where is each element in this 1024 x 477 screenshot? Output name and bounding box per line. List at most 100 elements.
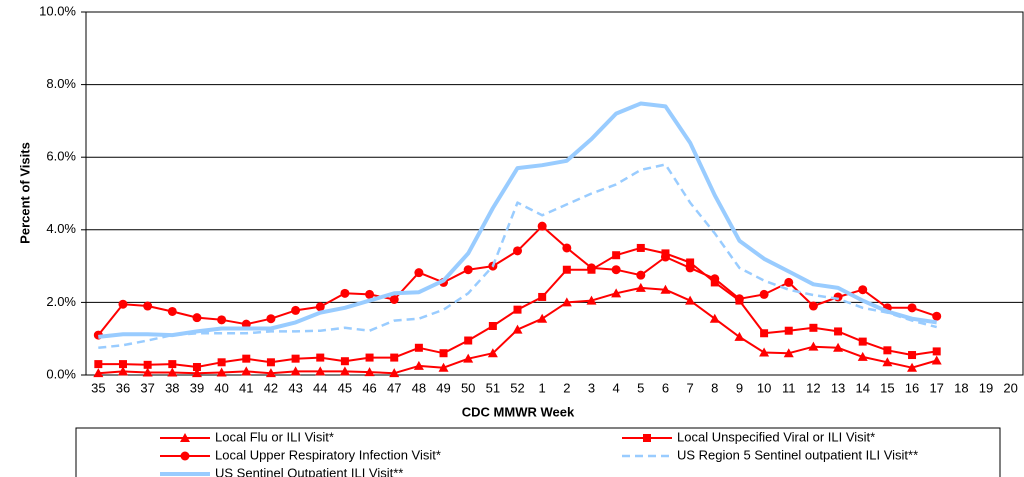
- point-marker: [931, 355, 942, 365]
- x-tick-label: 4: [613, 380, 620, 395]
- point-marker: [290, 366, 301, 376]
- point-marker: [365, 289, 375, 299]
- x-tick-label: 36: [116, 380, 130, 395]
- point-marker: [94, 360, 103, 369]
- point-marker: [340, 288, 350, 298]
- x-tick-label: 3: [588, 380, 595, 395]
- point-marker: [908, 351, 917, 360]
- point-marker: [611, 288, 622, 298]
- x-tick-label: 14: [855, 380, 869, 395]
- point-marker: [857, 351, 868, 361]
- point-marker: [488, 321, 497, 330]
- y-tick-label: 6.0%: [46, 149, 76, 164]
- point-marker: [439, 349, 448, 358]
- point-marker: [414, 268, 424, 278]
- point-marker: [612, 251, 621, 260]
- point-marker: [882, 357, 893, 367]
- point-marker: [389, 368, 400, 378]
- point-marker: [734, 331, 745, 341]
- point-marker: [266, 358, 275, 367]
- point-marker: [586, 295, 597, 305]
- y-tick-label: 10.0%: [39, 3, 76, 18]
- legend-label: Local Upper Respiratory Infection Visit*: [215, 447, 441, 462]
- x-tick-label: 5: [637, 380, 644, 395]
- point-marker: [143, 360, 152, 369]
- legend-marker: [180, 433, 190, 442]
- point-marker: [907, 362, 918, 372]
- x-tick-label: 42: [264, 380, 278, 395]
- x-axis-title: CDC MMWR Week: [462, 404, 575, 419]
- point-marker: [784, 277, 794, 287]
- x-tick-label: 12: [806, 380, 820, 395]
- point-marker: [414, 343, 423, 352]
- point-marker: [192, 313, 202, 323]
- series-line: [98, 163, 938, 350]
- point-marker: [316, 353, 325, 362]
- point-marker: [167, 306, 177, 316]
- point-marker: [513, 246, 523, 256]
- point-marker: [709, 313, 720, 323]
- point-marker: [660, 252, 670, 262]
- point-marker: [833, 342, 844, 352]
- legend-label: US Region 5 Sentinel outpatient ILI Visi…: [677, 447, 918, 462]
- x-tick-label: 35: [91, 380, 105, 395]
- point-marker: [241, 366, 252, 376]
- point-marker: [315, 302, 325, 312]
- x-tick-label: 19: [979, 380, 993, 395]
- point-marker: [538, 292, 547, 301]
- point-marker: [117, 366, 128, 376]
- point-marker: [266, 314, 276, 324]
- point-marker: [339, 366, 350, 376]
- point-marker: [858, 285, 868, 295]
- x-tick-label: 11: [782, 380, 796, 395]
- x-tick-label: 10: [757, 380, 771, 395]
- point-marker: [365, 353, 374, 362]
- series-line: [98, 101, 937, 339]
- point-marker: [487, 348, 498, 358]
- y-axis-title: Percent of Visits: [17, 142, 32, 244]
- x-tick-label: 8: [711, 380, 718, 395]
- point-marker: [783, 348, 794, 358]
- x-tick-label: 18: [954, 380, 968, 395]
- point-marker: [834, 327, 843, 336]
- x-tick-label: 38: [165, 380, 179, 395]
- point-marker: [463, 265, 473, 275]
- x-tick-label: 45: [338, 380, 352, 395]
- x-tick-label: 37: [140, 380, 154, 395]
- point-marker: [142, 367, 153, 377]
- point-marker: [685, 295, 696, 305]
- point-marker: [143, 301, 153, 311]
- y-tick-label: 0.0%: [46, 366, 76, 381]
- legend-label: Local Flu or ILI Visit*: [215, 429, 334, 444]
- legend-box: [75, 427, 1001, 477]
- point-marker: [364, 367, 375, 377]
- x-tick-label: 13: [831, 380, 845, 395]
- x-tick-label: 43: [288, 380, 302, 395]
- point-marker: [537, 221, 547, 231]
- point-marker: [291, 354, 300, 363]
- x-tick-label: 50: [461, 380, 475, 395]
- point-marker: [760, 329, 769, 338]
- x-tick-label: 40: [214, 380, 228, 395]
- point-marker: [561, 297, 572, 307]
- point-marker: [685, 263, 695, 273]
- point-marker: [265, 368, 276, 378]
- point-marker: [858, 337, 867, 346]
- x-tick-label: 49: [436, 380, 450, 395]
- point-marker: [340, 357, 349, 366]
- point-marker: [217, 358, 226, 367]
- point-marker: [192, 363, 201, 372]
- point-marker: [586, 263, 596, 273]
- x-tick-label: 41: [239, 380, 253, 395]
- point-marker: [118, 360, 127, 369]
- point-marker: [315, 366, 326, 376]
- point-marker: [759, 347, 770, 357]
- x-tick-label: 48: [412, 380, 426, 395]
- point-marker: [562, 243, 572, 253]
- point-marker: [241, 319, 251, 329]
- point-marker: [167, 367, 178, 377]
- y-tick-label: 8.0%: [46, 76, 76, 91]
- x-tick-label: 47: [387, 380, 401, 395]
